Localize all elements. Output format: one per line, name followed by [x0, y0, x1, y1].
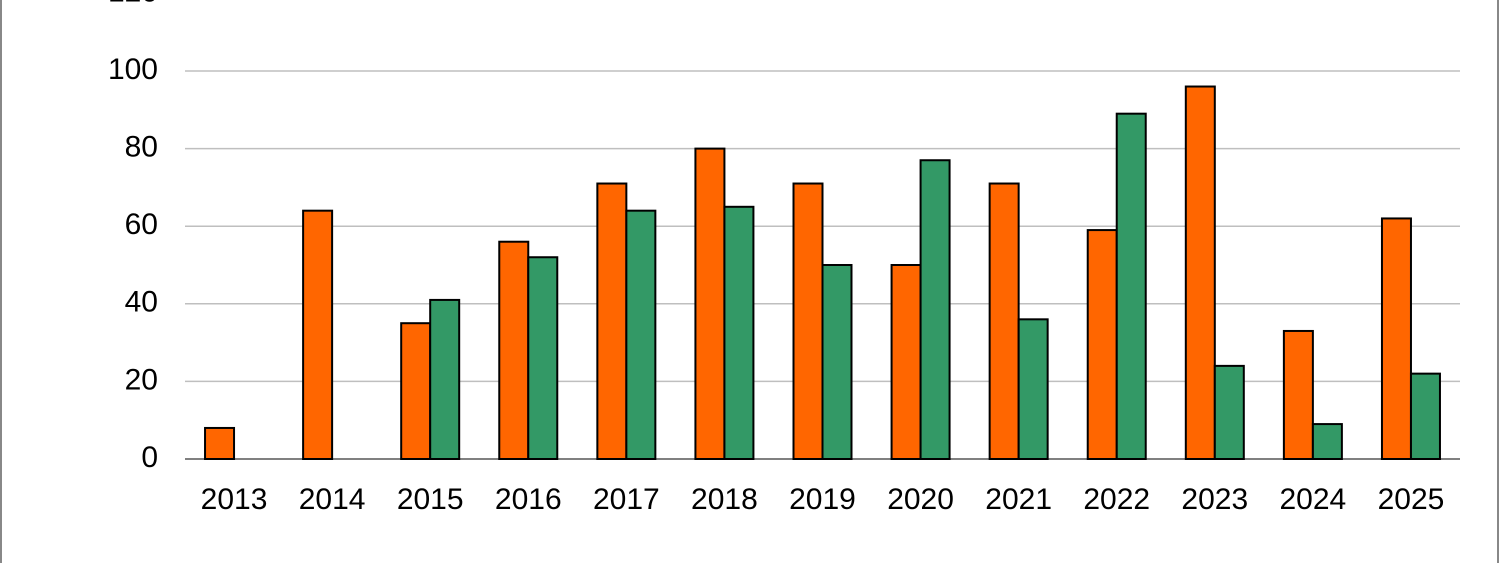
- bar: [400, 322, 432, 461]
- y-tick-label: 100: [108, 53, 158, 86]
- bar: [988, 182, 1020, 461]
- bar: [1213, 364, 1245, 461]
- bar: [890, 264, 922, 460]
- bar: [1017, 318, 1049, 460]
- x-tick-label: 2017: [593, 483, 660, 516]
- x-tick-label: 2021: [985, 483, 1052, 516]
- y-tick-label: 120: [108, 0, 158, 8]
- x-tick-label: 2023: [1181, 483, 1248, 516]
- x-tick-label: 2013: [201, 483, 268, 516]
- x-tick-label: 2014: [299, 483, 366, 516]
- bar: [723, 205, 755, 460]
- y-tick-label: 80: [125, 131, 158, 164]
- x-tick-label: 2018: [691, 483, 758, 516]
- bar: [1115, 112, 1147, 461]
- bar: [596, 182, 628, 461]
- bar: [204, 426, 236, 460]
- bar: [302, 209, 334, 460]
- y-tick-label: 0: [141, 441, 158, 474]
- bar: [1409, 372, 1441, 461]
- bar: [527, 256, 559, 460]
- x-tick-label: 2025: [1378, 483, 1445, 516]
- x-tick-label: 2015: [397, 483, 464, 516]
- y-tick-label: 40: [125, 286, 158, 319]
- bar: [1184, 85, 1216, 461]
- bar: [625, 209, 657, 460]
- x-tick-label: 2022: [1083, 483, 1150, 516]
- x-tick-label: 2024: [1280, 483, 1347, 516]
- bar: [919, 159, 951, 461]
- bar: [821, 264, 853, 460]
- bar: [1282, 329, 1314, 460]
- x-tick-label: 2016: [495, 483, 562, 516]
- bar: [429, 298, 461, 461]
- bar: [1311, 423, 1343, 460]
- bar: [792, 182, 824, 461]
- x-tick-label: 2019: [789, 483, 856, 516]
- y-tick-label: 20: [125, 363, 158, 396]
- x-tick-label: 2020: [887, 483, 954, 516]
- bar: [1086, 229, 1118, 460]
- bar: [1380, 217, 1412, 460]
- bar: [498, 240, 530, 460]
- y-tick-label: 60: [125, 208, 158, 241]
- bar: [694, 147, 726, 460]
